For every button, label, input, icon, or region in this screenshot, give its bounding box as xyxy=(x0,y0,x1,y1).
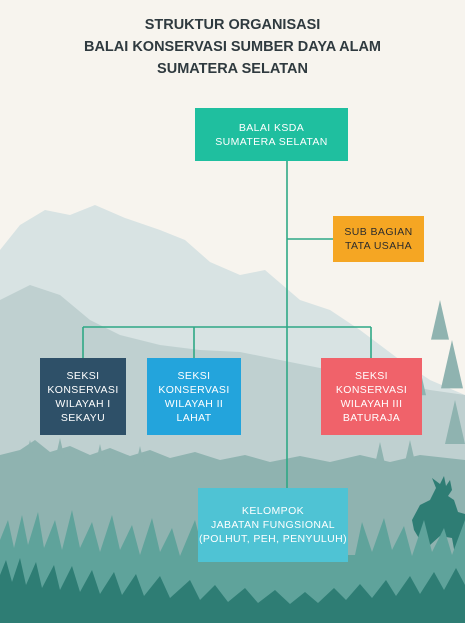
pine-tree xyxy=(55,438,65,460)
node-label-line: WILAYAH III xyxy=(340,397,403,410)
node-label-line: BALAI KSDA xyxy=(238,121,305,134)
node-label-line: KELOMPOK xyxy=(241,505,305,517)
node-kelompok-jabatan-fungsional: KELOMPOK JABATAN FUNGSIONAL (POLHUT, PEH, … xyxy=(198,488,348,562)
title-line-1: STRUKTUR ORGANISASI xyxy=(144,17,321,33)
node-seksi-wilayah-2: SEKSI KONSERVASI WILAYAH II LAHAT xyxy=(147,358,241,435)
title-line-3: SUMATERA SELATAN xyxy=(157,61,308,77)
pine-tree xyxy=(441,340,463,389)
pine-tree xyxy=(431,300,449,340)
node-label-line: SUB BAGIAN xyxy=(344,226,413,238)
chart-title: STRUKTUR ORGANISASI BALAI KONSERVASI SUM… xyxy=(0,14,465,80)
node-label-line: WILAYAH I xyxy=(55,397,111,410)
node-seksi-wilayah-3: SEKSI KONSERVASI WILAYAH III BATURAJA xyxy=(321,358,422,435)
node-label-line: KONSERVASI xyxy=(47,383,119,396)
pine-tree xyxy=(94,444,106,469)
grass-foreground xyxy=(0,510,465,623)
node-label-line: SEKAYU xyxy=(60,411,106,424)
title-line-2: BALAI KONSERVASI SUMBER DAYA ALAM xyxy=(83,39,382,55)
node-label-line: SEKSI xyxy=(177,369,211,382)
node-label-line: JABATAN FUNGSIONAL xyxy=(210,519,336,531)
node-label-line: LAHAT xyxy=(176,411,212,424)
node-sub-bagian-tata-usaha: SUB BAGIAN TATA USAHA xyxy=(333,216,424,262)
node-label-line: WILAYAH II xyxy=(164,397,224,410)
node-label-line: BATURAJA xyxy=(342,411,401,424)
pine-trees xyxy=(24,300,465,469)
node-label-line: KONSERVASI xyxy=(335,383,408,396)
node-balai-ksda: BALAI KSDA SUMATERA SELATAN xyxy=(195,108,348,161)
node-label-line: SEKSI xyxy=(355,369,388,382)
node-label-line: KONSERVASI xyxy=(158,383,230,396)
node-label-line: SEKSI xyxy=(66,369,100,382)
pine-tree xyxy=(374,442,386,467)
node-label-line: (POLHUT, PEH, PENYULUH) xyxy=(198,533,348,545)
node-seksi-wilayah-1: SEKSI KONSERVASI WILAYAH I SEKAYU xyxy=(40,358,126,435)
pine-tree xyxy=(24,440,36,467)
pine-tree xyxy=(404,440,416,467)
pine-tree xyxy=(445,400,465,444)
pine-tree xyxy=(135,446,145,468)
node-label-line: SUMATERA SELATAN xyxy=(215,135,328,148)
node-label-line: TATA USAHA xyxy=(344,240,412,252)
